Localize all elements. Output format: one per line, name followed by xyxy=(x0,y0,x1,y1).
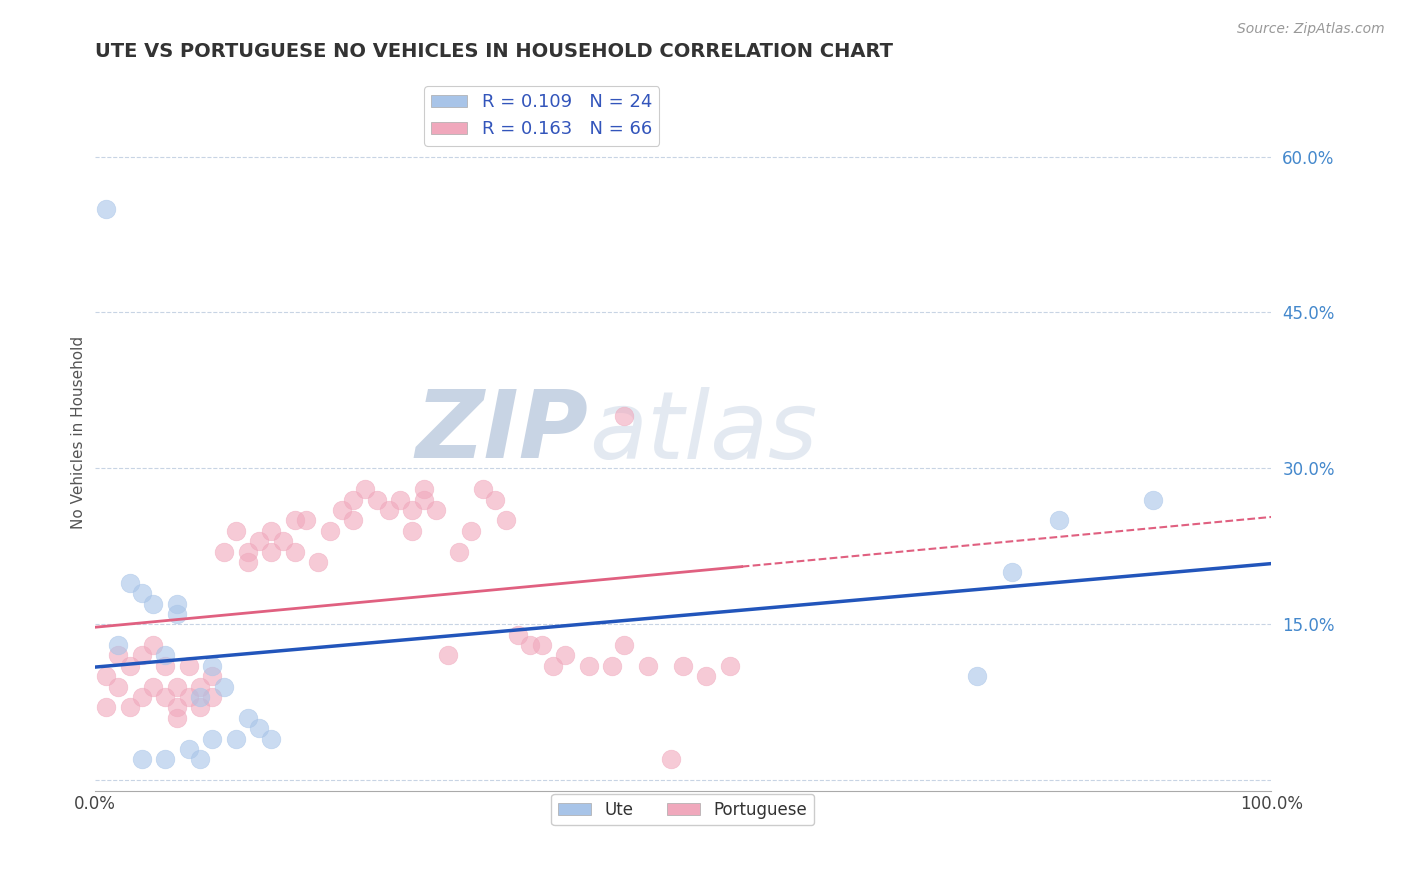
Point xyxy=(201,658,224,673)
Point xyxy=(425,503,447,517)
Point xyxy=(260,544,283,558)
Point xyxy=(131,586,153,600)
Point xyxy=(1001,566,1024,580)
Point xyxy=(377,503,399,517)
Point xyxy=(554,648,576,663)
Point xyxy=(659,752,682,766)
Point xyxy=(260,524,283,538)
Point xyxy=(166,700,188,714)
Point xyxy=(177,658,200,673)
Y-axis label: No Vehicles in Household: No Vehicles in Household xyxy=(72,335,86,529)
Point xyxy=(342,492,364,507)
Point xyxy=(96,700,118,714)
Point xyxy=(413,492,436,507)
Text: ZIP: ZIP xyxy=(416,386,589,478)
Point xyxy=(212,544,235,558)
Point xyxy=(578,658,600,673)
Point xyxy=(236,555,259,569)
Point xyxy=(118,700,141,714)
Point xyxy=(307,555,329,569)
Point xyxy=(966,669,988,683)
Point xyxy=(131,690,153,704)
Point xyxy=(436,648,458,663)
Point xyxy=(236,544,259,558)
Point xyxy=(295,513,318,527)
Legend: Ute, Portuguese: Ute, Portuguese xyxy=(551,794,814,825)
Point xyxy=(613,638,636,652)
Point xyxy=(530,638,553,652)
Point xyxy=(118,658,141,673)
Point xyxy=(366,492,388,507)
Point xyxy=(613,409,636,424)
Text: Source: ZipAtlas.com: Source: ZipAtlas.com xyxy=(1237,22,1385,37)
Point xyxy=(236,711,259,725)
Point xyxy=(319,524,342,538)
Point xyxy=(401,524,423,538)
Point xyxy=(190,752,212,766)
Point xyxy=(212,680,235,694)
Text: atlas: atlas xyxy=(589,386,817,477)
Point xyxy=(519,638,541,652)
Point xyxy=(672,658,695,673)
Point xyxy=(201,731,224,746)
Point xyxy=(225,731,247,746)
Point xyxy=(600,658,623,673)
Point xyxy=(495,513,517,527)
Point xyxy=(543,658,565,673)
Point xyxy=(484,492,506,507)
Point xyxy=(153,648,176,663)
Point xyxy=(190,700,212,714)
Point xyxy=(153,690,176,704)
Point xyxy=(107,638,129,652)
Point xyxy=(247,721,270,735)
Point xyxy=(449,544,471,558)
Point xyxy=(330,503,353,517)
Point xyxy=(1047,513,1070,527)
Point xyxy=(354,482,377,496)
Point xyxy=(142,680,165,694)
Point xyxy=(190,680,212,694)
Point xyxy=(718,658,741,673)
Point xyxy=(471,482,494,496)
Point xyxy=(166,597,188,611)
Text: UTE VS PORTUGUESE NO VEHICLES IN HOUSEHOLD CORRELATION CHART: UTE VS PORTUGUESE NO VEHICLES IN HOUSEHO… xyxy=(94,42,893,61)
Point xyxy=(118,575,141,590)
Point xyxy=(131,648,153,663)
Point xyxy=(695,669,717,683)
Point xyxy=(413,482,436,496)
Point xyxy=(153,658,176,673)
Point xyxy=(131,752,153,766)
Point xyxy=(166,711,188,725)
Point xyxy=(260,731,283,746)
Point xyxy=(389,492,412,507)
Point xyxy=(271,534,294,549)
Point xyxy=(96,202,118,216)
Point xyxy=(637,658,659,673)
Point xyxy=(284,513,307,527)
Point xyxy=(247,534,270,549)
Point xyxy=(177,690,200,704)
Point xyxy=(166,680,188,694)
Point xyxy=(153,752,176,766)
Point xyxy=(508,628,530,642)
Point xyxy=(177,742,200,756)
Point xyxy=(107,648,129,663)
Point xyxy=(107,680,129,694)
Point xyxy=(1142,492,1164,507)
Point xyxy=(190,690,212,704)
Point xyxy=(201,690,224,704)
Point xyxy=(96,669,118,683)
Point xyxy=(142,597,165,611)
Point xyxy=(201,669,224,683)
Point xyxy=(225,524,247,538)
Point xyxy=(166,607,188,621)
Point xyxy=(142,638,165,652)
Point xyxy=(401,503,423,517)
Point xyxy=(342,513,364,527)
Point xyxy=(460,524,482,538)
Point xyxy=(284,544,307,558)
